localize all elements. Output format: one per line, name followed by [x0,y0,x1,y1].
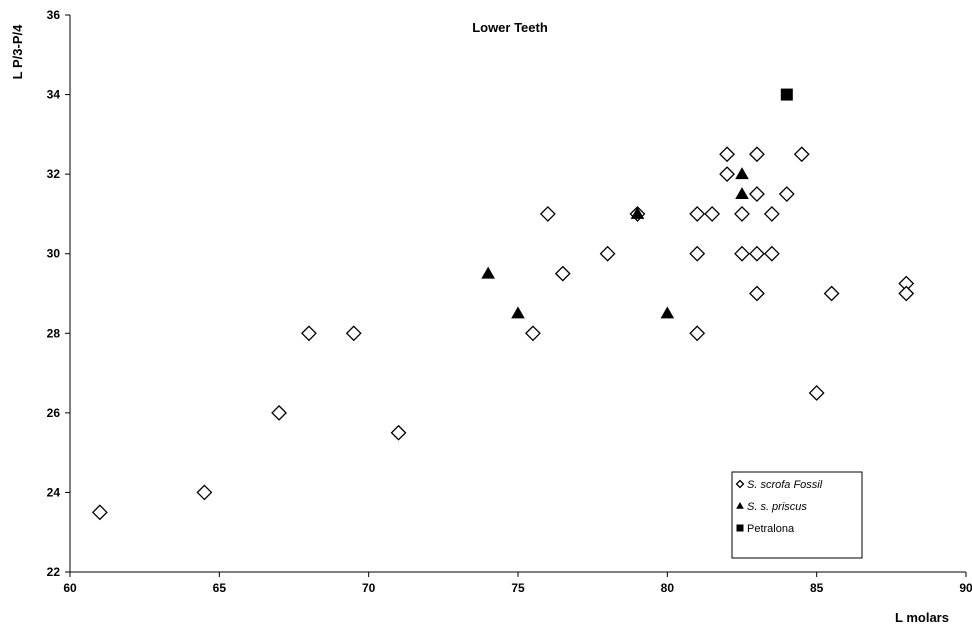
y-tick-label: 28 [47,326,61,340]
x-tick-label: 65 [213,581,227,595]
scrofa-fossil-point [749,186,765,202]
y-axis-ticks: 22 24 26 28 30 32 34 36 [47,8,70,579]
scrofa-fossil-point [763,206,780,222]
y-tick-label: 22 [47,565,61,579]
x-tick-label: 60 [63,581,77,595]
legend-label: S. s. priscus [747,501,807,513]
y-tick-label: 34 [47,88,61,102]
scrofa-fossil-point [734,245,750,262]
legend-square-icon [736,524,744,532]
scrofa-fossil-point [719,166,735,183]
y-tick-label: 32 [47,167,61,181]
scrofa-fossil-point [271,404,287,421]
scrofa-fossil-point [749,245,765,262]
scrofa-fossil-point [539,206,556,222]
scrofa-fossil-point [689,245,706,262]
scrofa-fossil-point [554,265,571,282]
y-tick-label: 26 [47,406,61,420]
x-tick-label: 85 [810,581,824,595]
scrofa-fossil-point [525,325,541,342]
scrofa-fossil-point [390,424,407,441]
scrofa-fossil-point [689,325,706,342]
y-tick-label: 36 [47,8,61,22]
chart-title: Lower Teeth [472,20,548,35]
legend-diamond-icon [735,479,745,489]
priscus-point [735,167,749,180]
scrofa-fossil-point [689,206,706,222]
scrofa-fossil-point [345,325,362,342]
scrofa-fossil-point [599,245,616,262]
priscus-point [511,306,525,319]
scrofa-fossil-point [91,504,108,521]
x-tick-label: 90 [959,581,972,595]
scrofa-fossil-point [734,206,750,222]
legend-label: Petralona [747,523,795,535]
legend-box [731,471,863,559]
y-tick-label: 30 [47,247,61,261]
scrofa-fossil-point [808,385,825,401]
x-tick-label: 80 [661,581,675,595]
scrofa-fossil-point [778,186,795,202]
scrofa-fossil-point [793,146,810,163]
priscus-point [660,306,675,319]
scrofa-fossil-point [301,325,317,342]
y-axis-title: L P/3-P/4 [10,24,25,79]
scrofa-fossil-point [719,146,735,163]
scrofa-fossil-point [898,285,915,302]
scrofa-fossil-point [823,285,840,302]
legend-triangle-icon [736,502,744,509]
x-tick-label: 75 [511,581,525,595]
priscus-point [630,206,645,219]
scrofa-fossil-point [196,484,213,501]
priscus-point [735,187,749,199]
scrofa-fossil-point [763,245,780,262]
legend-label: S. scrofa Fossil [747,479,823,491]
scrofa-fossil-point [704,206,721,222]
legend: S. scrofa Fossil S. s. priscus Petralona [731,471,863,559]
y-tick-label: 24 [47,485,61,499]
priscus-point [481,266,495,279]
scrofa-fossil-point [749,146,765,163]
scrofa-fossil-point [749,285,765,302]
x-axis-title: L molars [895,610,949,625]
petralona-point [780,88,793,101]
x-tick-label: 70 [362,581,376,595]
data-points [91,88,915,521]
x-axis-ticks: 60 65 70 75 80 85 90 [63,572,972,595]
